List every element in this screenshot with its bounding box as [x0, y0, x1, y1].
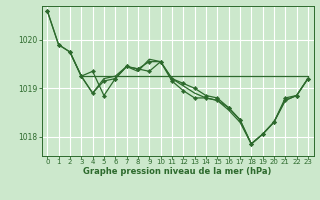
X-axis label: Graphe pression niveau de la mer (hPa): Graphe pression niveau de la mer (hPa) — [84, 167, 272, 176]
